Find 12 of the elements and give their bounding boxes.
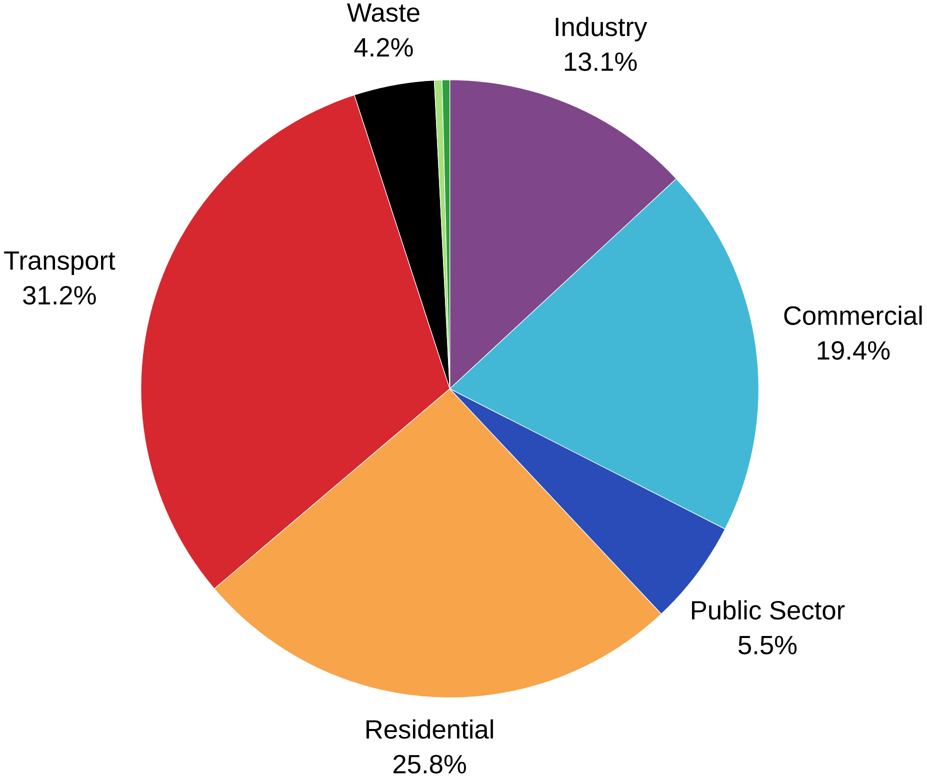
slice-label: Waste xyxy=(346,3,420,22)
slice-label: Commercial xyxy=(784,306,922,325)
data-label: 13.1% xyxy=(564,52,637,72)
data-label: 31.2% xyxy=(23,286,96,305)
data-label: 5.5% xyxy=(738,636,797,654)
slice-label: Industry xyxy=(556,16,648,42)
slice-label: Residential xyxy=(366,719,493,739)
slice-label: Public Sector xyxy=(692,600,845,620)
data-label: 4.2% xyxy=(354,38,413,57)
data-label: 25.8% xyxy=(394,754,466,774)
slice-label: Transport xyxy=(4,251,116,276)
data-label: 19.4% xyxy=(818,341,890,360)
